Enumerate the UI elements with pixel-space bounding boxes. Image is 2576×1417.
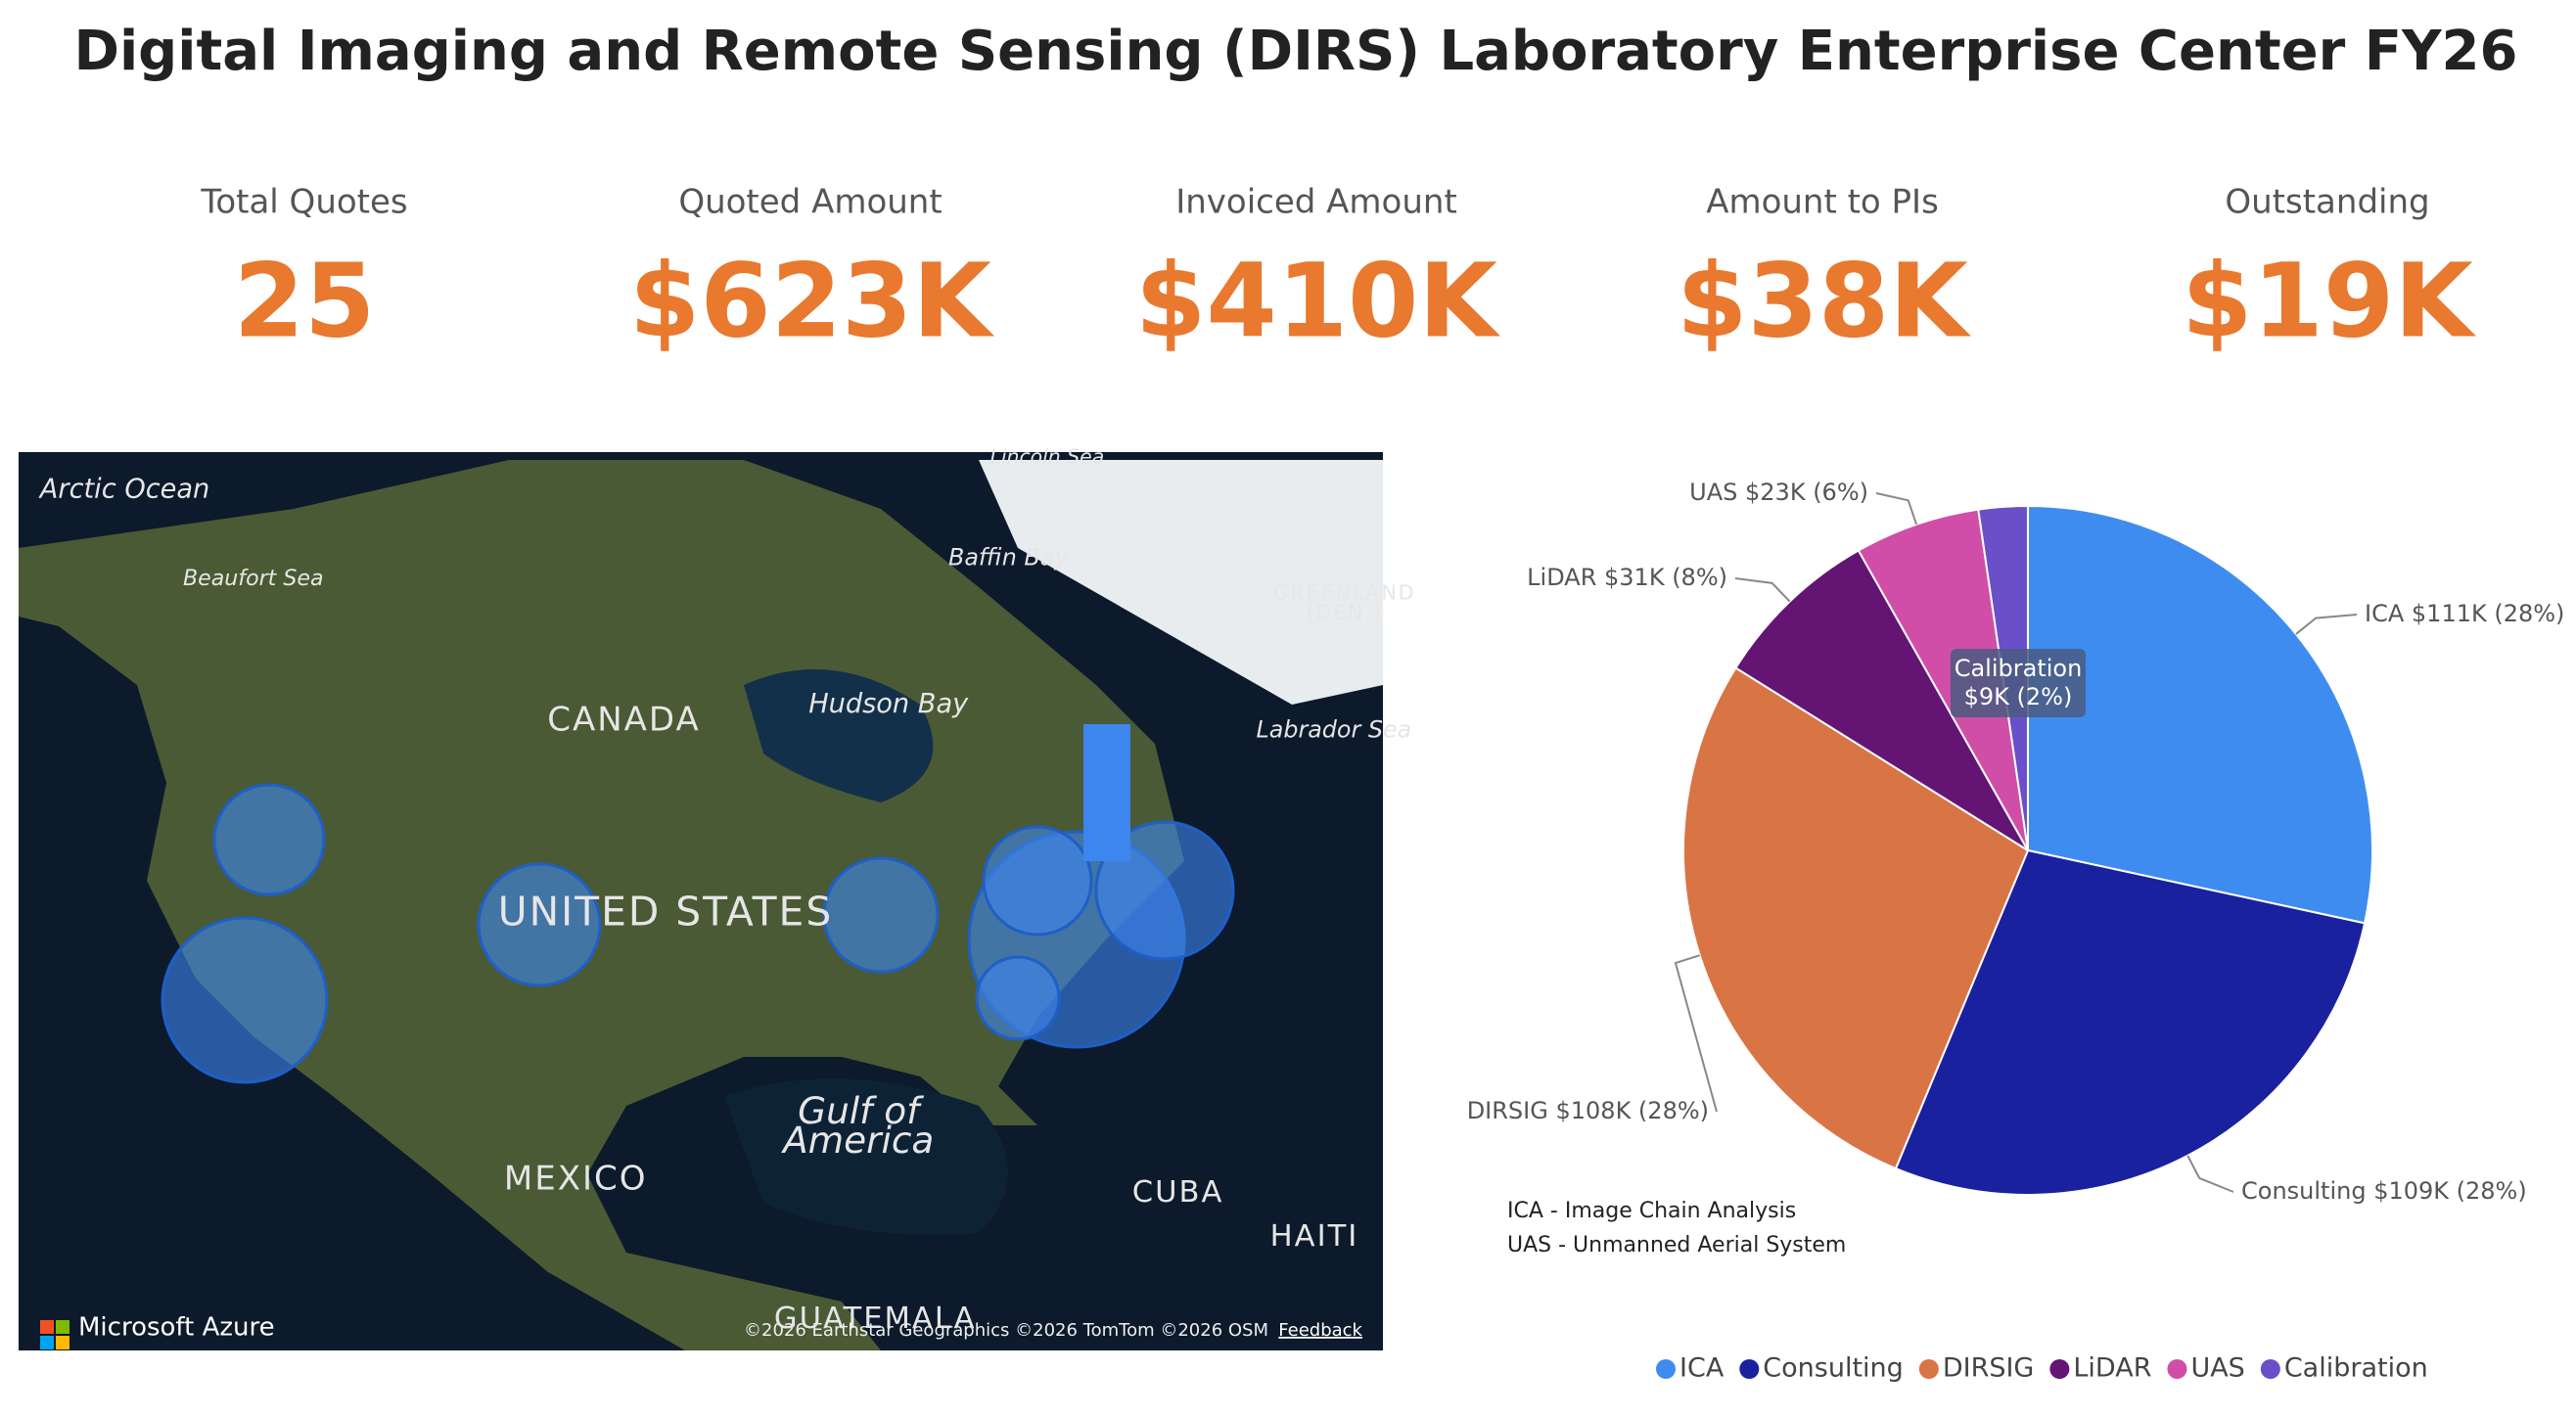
map-attribution: ©2026 Earthstar Geographics ©2026 TomTom… <box>744 1320 1268 1341</box>
legend-marker <box>2167 1359 2187 1379</box>
map-bubble <box>212 783 326 896</box>
legend-label: ICA <box>1679 1353 1725 1384</box>
map-label: MEXICO <box>504 1160 648 1199</box>
leader-line <box>2295 614 2358 635</box>
kpi-label: Outstanding <box>2225 183 2429 222</box>
leader-line <box>1674 954 1718 1113</box>
label-category: DIRSIG <box>1467 1097 1548 1124</box>
map-label: CUBA <box>1132 1175 1224 1210</box>
tooltip-category: Calibration <box>1955 655 2083 682</box>
title: Digital Imaging and Remote Sensing (DIRS… <box>74 20 2518 83</box>
map-label: Hudson Bay <box>808 689 969 719</box>
kpi-label: Invoiced Amount <box>1175 183 1457 222</box>
map-label: Labrador Sea <box>1257 716 1412 744</box>
map-land <box>19 460 1184 1350</box>
map-label: CANADA <box>547 701 701 740</box>
kpi-label: Quoted Amount <box>678 183 942 222</box>
map-bubble <box>477 862 602 987</box>
label-value: $111K (28%) <box>2412 600 2565 627</box>
map-column <box>1083 724 1130 861</box>
pie-slice <box>1894 848 2367 1196</box>
data-label: LiDAR $31K (8%) <box>1527 564 1727 591</box>
kpi-value: 25 <box>234 241 376 360</box>
note: ICA - Image Chain Analysis <box>1507 1199 1796 1223</box>
map-ice <box>979 460 1383 705</box>
tooltip-box <box>1951 649 2086 717</box>
map-bubble <box>161 916 329 1084</box>
map-brand: Microsoft Azure <box>78 1313 275 1343</box>
kpi-value: $19K <box>2182 241 2476 360</box>
legend-marker <box>2260 1359 2280 1379</box>
legend-marker <box>1656 1359 1676 1379</box>
leader-line <box>2186 1155 2234 1193</box>
legend-marker <box>1739 1359 1760 1379</box>
map-label: Beaufort Sea <box>183 566 324 591</box>
label-value: $23K (6%) <box>1745 479 1868 506</box>
map-label: (DEN.) <box>1306 600 1382 623</box>
kpi-value: $410K <box>1135 241 1500 360</box>
pie-slice <box>1857 508 2029 851</box>
legend-label: Calibration <box>2284 1353 2428 1384</box>
kpi-value: $623K <box>629 241 994 360</box>
leader-line <box>1875 492 1918 526</box>
note: UAS - Unmanned Aerial System <box>1507 1233 1846 1257</box>
map-label: America <box>781 1119 934 1162</box>
data-label: Consulting $109K (28%) <box>2241 1177 2527 1205</box>
data-label: ICA $111K (28%) <box>2365 600 2564 627</box>
data-label: DIRSIG $108K (28%) <box>1467 1097 1709 1124</box>
map-bubble <box>982 825 1093 937</box>
pie-slice <box>1682 666 2030 1170</box>
label-category: UAS <box>1689 479 1737 506</box>
label-category: Consulting <box>2241 1177 2367 1205</box>
kpi-label: Total Quotes <box>200 183 407 222</box>
map-label: Arctic Ocean <box>38 474 210 504</box>
tooltip-value: $9K (2%) <box>1964 683 2073 710</box>
map-bubble <box>975 955 1061 1041</box>
legend-label: UAS <box>2190 1353 2244 1384</box>
leader-line <box>1734 577 1791 603</box>
map-label: Gulf of <box>798 1089 924 1132</box>
logo-square <box>40 1336 54 1349</box>
legend-marker <box>1918 1359 1939 1379</box>
map-gulf <box>724 1078 1008 1235</box>
map-bubble <box>822 856 940 974</box>
label-value: $31K (8%) <box>1604 564 1727 591</box>
map-bubbles <box>161 783 1235 1084</box>
map-label: Baffin Bay <box>948 544 1069 571</box>
label-category: ICA <box>2365 600 2405 627</box>
map-label: Lincoln Sea <box>990 444 1105 468</box>
legend-label: LiDAR <box>2073 1353 2151 1384</box>
map-label: GREENLAND <box>1273 580 1416 604</box>
map-label: UNITED STATES <box>498 889 833 936</box>
label-value: $108K (28%) <box>1555 1097 1709 1124</box>
logo-square <box>56 1320 69 1334</box>
legend-label: DIRSIG <box>1943 1353 2035 1384</box>
data-label: UAS $23K (6%) <box>1689 479 1868 506</box>
map-bay <box>744 669 934 802</box>
map-label: GUATEMALA <box>774 1302 977 1336</box>
legend-label: Consulting <box>1763 1353 1904 1384</box>
kpi-label: Amount to PIs <box>1706 183 1939 222</box>
logo-square <box>40 1320 54 1334</box>
label-value: $109K (28%) <box>2373 1177 2527 1205</box>
label-category: LiDAR <box>1527 564 1596 591</box>
pie-slice <box>1734 549 2029 851</box>
logo-square <box>56 1336 69 1349</box>
map-feedback[interactable]: Feedback <box>1278 1320 1362 1341</box>
map <box>19 452 1383 1350</box>
legend-marker <box>2049 1359 2070 1379</box>
pie-slice <box>2027 504 2373 925</box>
kpi-value: $38K <box>1677 241 1971 360</box>
map-label: HAITI <box>1270 1219 1359 1254</box>
map-logo <box>40 1320 69 1349</box>
